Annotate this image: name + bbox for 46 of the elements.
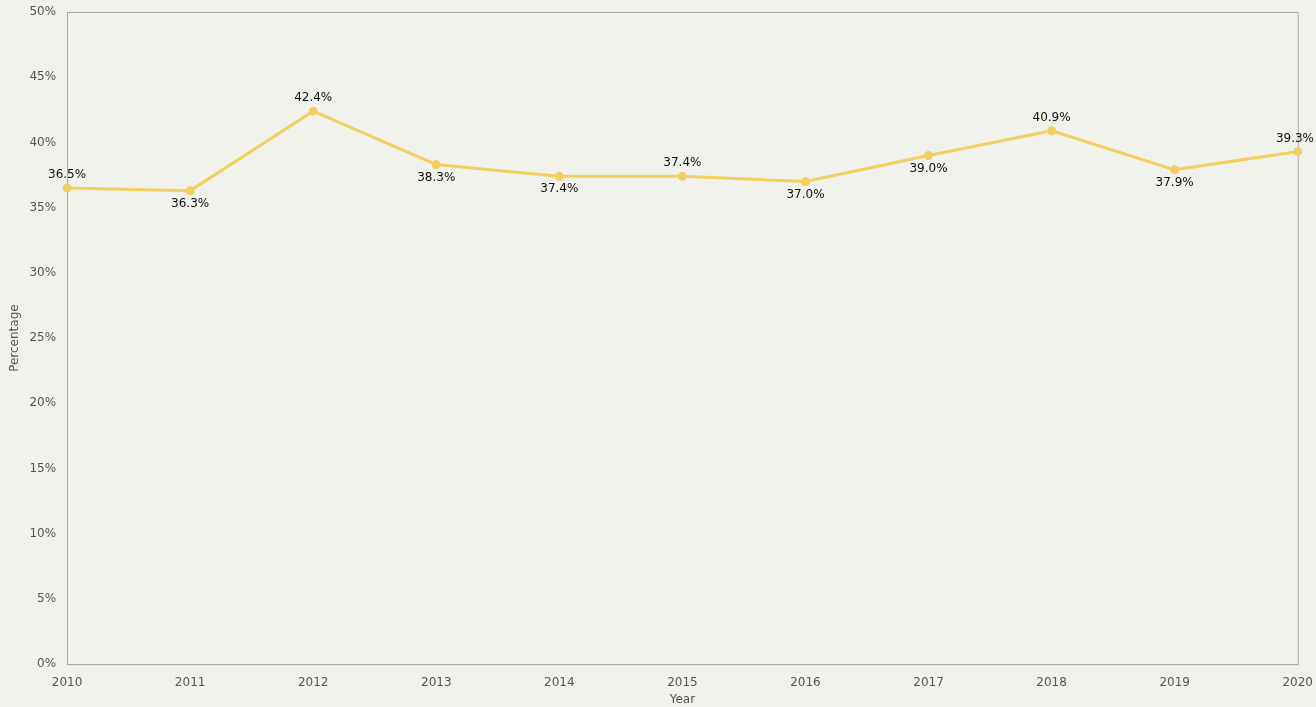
x-tick-label: 2018: [1036, 674, 1067, 689]
y-tick-label: 10%: [29, 525, 57, 540]
point: [431, 160, 441, 170]
data-label: 37.4%: [663, 155, 702, 170]
point: [924, 150, 934, 160]
point: [554, 171, 564, 181]
data-label: 36.5%: [48, 167, 87, 182]
x-tick-label: 2013: [421, 674, 452, 689]
y-tick-label: 25%: [29, 330, 57, 345]
data-label: 37.4%: [540, 181, 579, 196]
x-tick-label: 2011: [174, 674, 206, 689]
point: [1047, 126, 1057, 136]
data-label: 36.3%: [171, 195, 210, 210]
y-tick-label: 30%: [29, 265, 57, 280]
x-tick-label: 2016: [790, 674, 821, 689]
point: [1293, 147, 1303, 157]
data-label: 42.4%: [294, 90, 333, 105]
x-axis-title: Year: [668, 691, 696, 706]
data-label: 37.0%: [786, 186, 825, 201]
y-tick-label: 5%: [37, 591, 57, 606]
y-tick-label: 0%: [37, 656, 57, 671]
x-tick-label: 2017: [913, 674, 944, 689]
x-tick-label: 2010: [51, 674, 83, 689]
data-label: 40.9%: [1032, 109, 1071, 124]
point: [308, 106, 318, 116]
y-axis-title: Percentage: [7, 304, 22, 372]
data-label: 38.3%: [417, 169, 456, 184]
y-tick-label: 50%: [29, 4, 57, 19]
x-tick-label: 2020: [1282, 674, 1313, 689]
point: [677, 171, 687, 181]
point: [800, 177, 810, 187]
data-label: 37.9%: [1155, 174, 1194, 189]
x-tick-label: 2012: [297, 674, 329, 689]
x-tick-label: 2019: [1159, 674, 1190, 689]
y-tick-label: 45%: [29, 69, 57, 84]
y-tick-label: 20%: [29, 395, 57, 410]
x-tick-label: 2014: [544, 674, 575, 689]
y-tick-label: 35%: [29, 199, 57, 214]
point: [62, 183, 72, 193]
y-tick-label: 40%: [29, 134, 57, 149]
y-tick-label: 15%: [29, 460, 57, 475]
point: [185, 186, 195, 196]
data-label: 39.0%: [909, 160, 948, 175]
x-tick-label: 2015: [667, 674, 698, 689]
data-label: 39.3%: [1275, 130, 1314, 145]
point: [1170, 165, 1180, 175]
